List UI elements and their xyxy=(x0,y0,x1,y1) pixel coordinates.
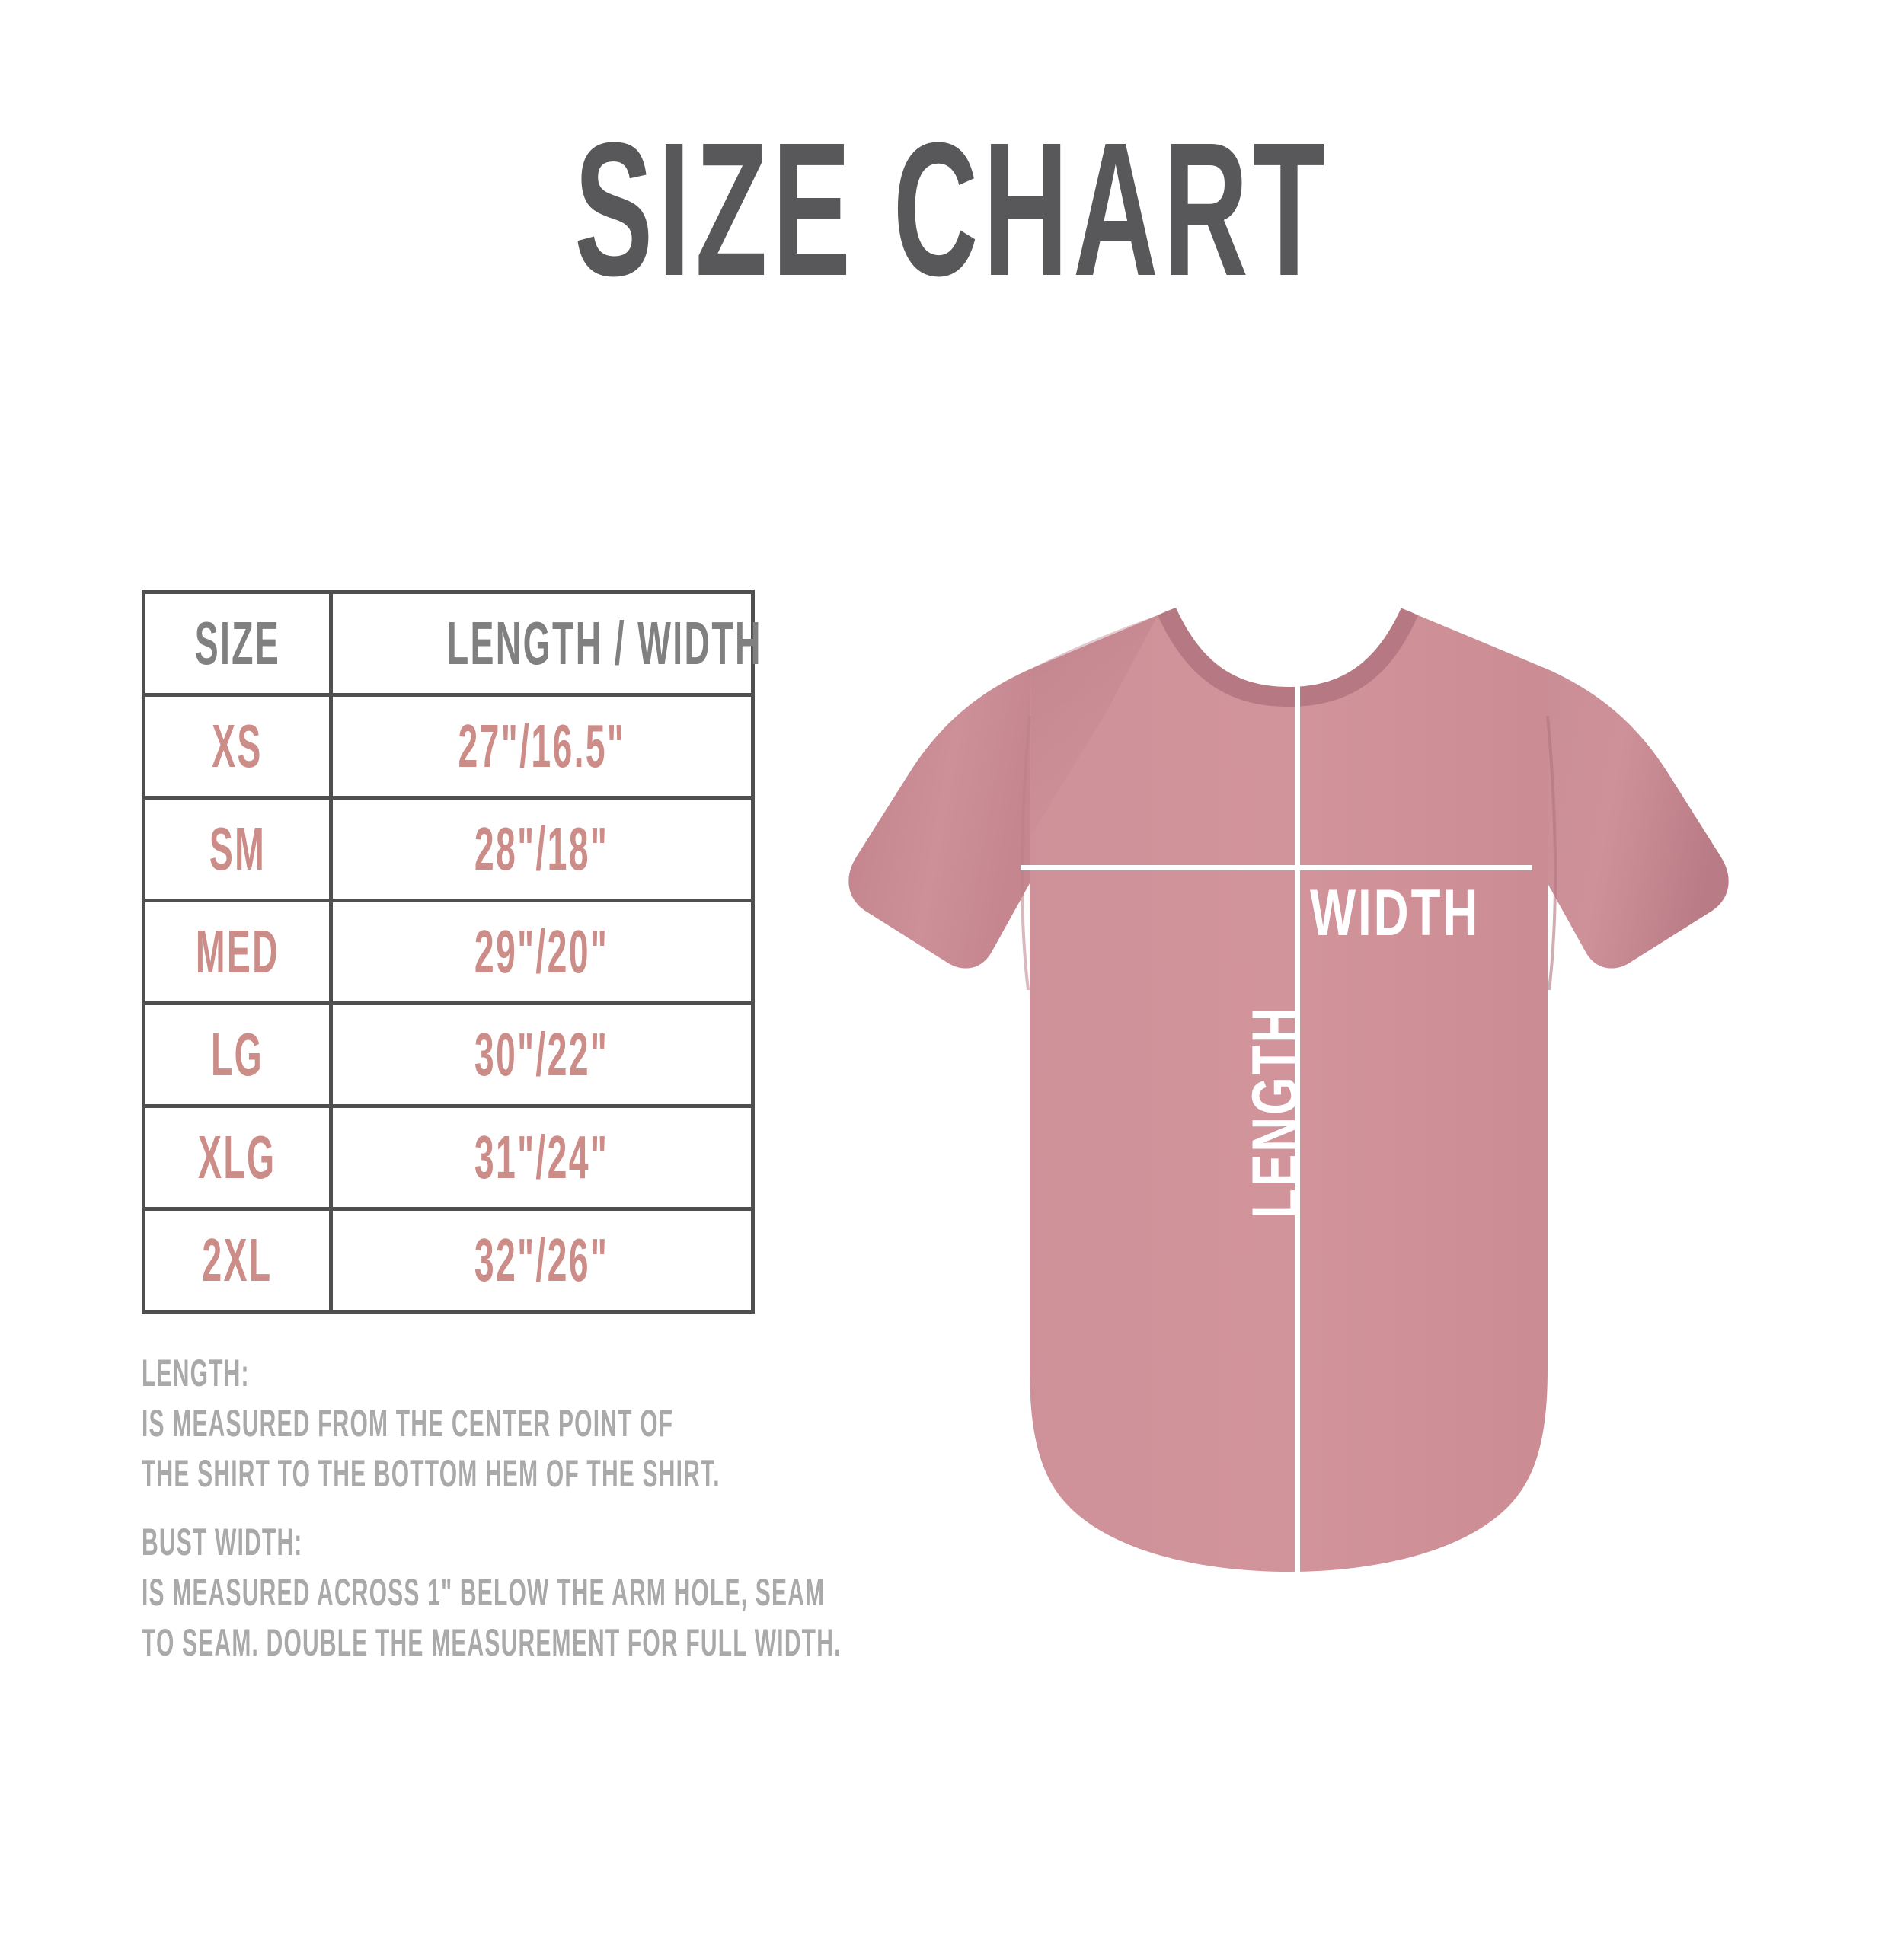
table-row: XS 27"/16.5" xyxy=(142,693,755,800)
width-measurement-line xyxy=(1021,865,1532,870)
cell-measurement: 32"/26" xyxy=(329,1207,755,1314)
legend-length-line1: IS MEASURED FROM THE CENTER POINT OF xyxy=(142,1402,674,1445)
table-header-cell-length-width: LENGTH / WIDTH xyxy=(329,590,761,697)
table-row: XLG 31"/24" xyxy=(142,1104,755,1211)
measurement-value: 31"/24" xyxy=(474,1123,609,1191)
size-value: SM xyxy=(209,815,266,883)
column-header-size: SIZE xyxy=(194,609,280,677)
cell-measurement: 29"/20" xyxy=(329,899,755,1005)
page-title: SIZE CHART xyxy=(574,103,1330,315)
tshirt-left-sleeve xyxy=(848,669,1031,969)
table-header-cell-size: SIZE xyxy=(142,590,333,697)
measurement-value: 28"/18" xyxy=(474,815,609,883)
cell-measurement: 27"/16.5" xyxy=(329,693,755,800)
cell-size: SM xyxy=(142,796,333,902)
measurement-value: 29"/20" xyxy=(474,918,609,985)
legend-length-line2: THE SHIRT TO THE BOTTOM HEM OF THE SHIRT… xyxy=(142,1452,720,1495)
table-row: SM 28"/18" xyxy=(142,796,755,902)
tshirt-right-sleeve xyxy=(1546,669,1729,969)
size-table-container: SIZE LENGTH / WIDTH XS 27"/16.5" SM xyxy=(142,590,761,1314)
cell-size: LG xyxy=(142,1001,333,1108)
legend-bust-width-line2: TO SEAM. DOUBLE THE MEASUREMENT FOR FULL… xyxy=(142,1621,842,1664)
cell-size: XS xyxy=(142,693,333,800)
tshirt-left-seam xyxy=(1020,715,1031,991)
size-value: XLG xyxy=(198,1123,276,1191)
cell-size: XLG xyxy=(142,1104,333,1211)
cell-measurement: 28"/18" xyxy=(329,796,755,902)
legend-bust-width: BUST WIDTH: IS MEASURED ACROSS 1" BELOW … xyxy=(142,1517,995,1668)
table-row: MED 29"/20" xyxy=(142,899,755,1005)
cell-measurement: 31"/24" xyxy=(329,1104,755,1211)
legend-bust-width-heading: BUST WIDTH: xyxy=(142,1521,303,1563)
table-row: LG 30"/22" xyxy=(142,1001,755,1108)
tshirt-neck-opening xyxy=(1176,582,1401,687)
cell-measurement: 30"/22" xyxy=(329,1001,755,1108)
legend-length-heading: LENGTH: xyxy=(142,1352,250,1394)
measurement-value: 32"/26" xyxy=(474,1226,609,1294)
size-value: XS xyxy=(212,712,263,780)
size-value: 2XL xyxy=(202,1226,273,1294)
measurement-value: 30"/22" xyxy=(474,1020,609,1088)
size-table: SIZE LENGTH / WIDTH XS 27"/16.5" SM xyxy=(142,590,761,1314)
length-measurement-line xyxy=(1295,628,1300,1584)
column-header-length-width: LENGTH / WIDTH xyxy=(446,609,762,677)
size-value: LG xyxy=(210,1020,264,1088)
table-header-row: SIZE LENGTH / WIDTH xyxy=(142,590,761,697)
length-label: LENGTH xyxy=(1239,1005,1312,1218)
size-value: MED xyxy=(195,918,280,985)
tshirt-illustration: WIDTH LENGTH xyxy=(777,487,1797,1614)
tshirt-shoulder-shading xyxy=(1030,615,1158,838)
cell-size: 2XL xyxy=(142,1207,333,1314)
tshirt-right-seam xyxy=(1546,715,1557,991)
table-row: 2XL 32"/26" xyxy=(142,1207,755,1314)
tshirt-body xyxy=(848,585,1729,1572)
cell-size: MED xyxy=(142,899,333,1005)
legend-length: LENGTH: IS MEASURED FROM THE CENTER POIN… xyxy=(142,1348,995,1499)
legend-bust-width-line1: IS MEASURED ACROSS 1" BELOW THE ARM HOLE… xyxy=(142,1571,826,1614)
width-label: WIDTH xyxy=(1310,876,1481,950)
measurement-value: 27"/16.5" xyxy=(458,712,626,780)
tshirt-graphic xyxy=(848,582,1729,1572)
